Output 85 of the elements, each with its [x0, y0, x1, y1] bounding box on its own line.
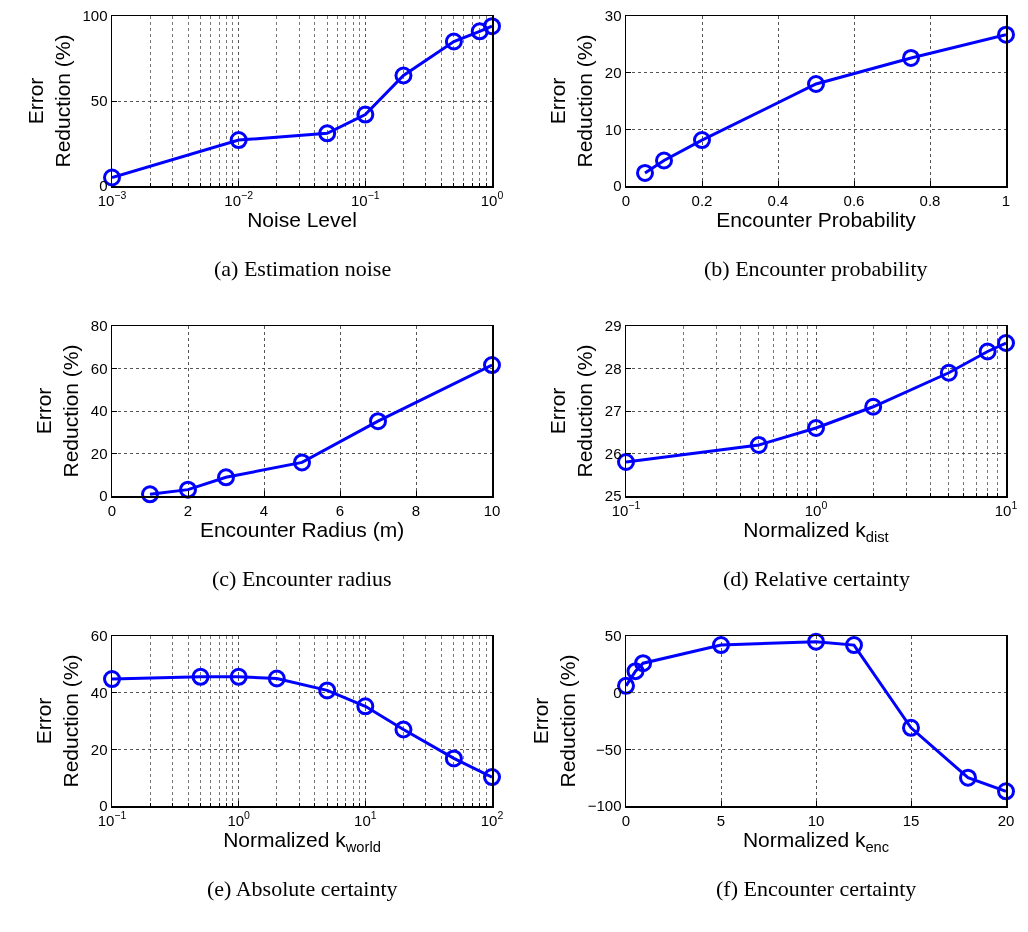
- y-tick-label: 0: [99, 797, 108, 815]
- y-tick-label: 40: [90, 402, 108, 420]
- y-axis-title: Error Reduction (%): [528, 654, 580, 788]
- point: [141, 485, 159, 504]
- y-tick-label: 27: [604, 402, 622, 420]
- y-tick-label: 0: [99, 487, 108, 505]
- point: [626, 662, 645, 681]
- y-tick-label: 28: [604, 359, 622, 377]
- x-tick-label: 4: [259, 501, 269, 519]
- y-tick-label: 100: [82, 7, 108, 25]
- y-tick-label: 20: [90, 444, 108, 462]
- text: (d) Relative certainty: [723, 566, 910, 591]
- point: [634, 654, 653, 673]
- text: (a) Estimation noise: [214, 256, 392, 281]
- x-tick-label: 10$^{−1}$: [350, 189, 380, 209]
- x-tick-label: 10$^{1}$: [994, 499, 1018, 519]
- point: [179, 480, 197, 499]
- y-tick-label: −50: [596, 740, 622, 758]
- x-tick-label: 0.2: [691, 191, 713, 209]
- x-tick-label: 10$^{0}$: [804, 499, 828, 519]
- x-tick-label: 0.8: [919, 191, 941, 209]
- y-axis-title: Error Reduction (%): [545, 34, 597, 168]
- y-tick-label: 10: [604, 120, 622, 138]
- point: [902, 718, 920, 737]
- point: [655, 151, 673, 170]
- y-tick-label: 20: [604, 63, 622, 81]
- point: [636, 163, 654, 182]
- x-tick-label: 0.4: [767, 191, 789, 209]
- y-tick-label: 0: [99, 177, 108, 195]
- x-tick-label: 10$^{0}$: [480, 189, 504, 209]
- x-tick-label: 10$^{2}$: [480, 809, 504, 829]
- y-tick-label: 50: [604, 627, 622, 645]
- x-tick-label: 0.6: [843, 191, 865, 209]
- y-tick-label: 60: [90, 627, 108, 645]
- point: [693, 131, 711, 150]
- y-tick-label: 29: [604, 317, 622, 335]
- x-tick-label: 5: [716, 811, 726, 829]
- y-tick-label: 80: [90, 317, 108, 335]
- point: [217, 468, 235, 487]
- text: (b) Encounter probability: [704, 256, 928, 281]
- point: [997, 782, 1015, 801]
- x-tick-label: 10: [807, 811, 825, 829]
- text: (e) Absolute certainty: [207, 876, 398, 901]
- x-tick-label: 6: [335, 501, 345, 519]
- y-tick-label: 60: [90, 359, 108, 377]
- y-tick-label: 0: [613, 177, 622, 195]
- x-tick-label: 10$^{−2}$: [224, 189, 254, 209]
- x-axis-title: Encounter Probability: [716, 208, 917, 232]
- x-tick-label: 10: [483, 501, 501, 519]
- y-tick-label: 40: [90, 683, 108, 701]
- point: [845, 636, 863, 655]
- x-tick-label: 15: [902, 811, 920, 829]
- y-tick-label: 30: [604, 7, 622, 25]
- x-tick-label: 10$^{0}$: [227, 809, 251, 829]
- point: [483, 356, 501, 375]
- y-tick-label: 26: [604, 444, 622, 462]
- x-axis-title: Normalized k$_{dist}$: [743, 518, 889, 545]
- y-tick-label: 25: [604, 487, 622, 505]
- y-axis-title: Error Reduction (%): [23, 34, 74, 168]
- x-axis-title: Noise Level: [247, 208, 357, 232]
- x-axis-title: Normalized k$_{world}$: [223, 828, 381, 855]
- point: [902, 48, 920, 67]
- point: [712, 636, 730, 655]
- x-axis-title: Normalized k$_{enc}$: [742, 828, 890, 855]
- x-tick-label: 1: [1001, 191, 1011, 209]
- x-tick-label: 20: [997, 811, 1015, 829]
- point: [807, 75, 825, 93]
- y-tick-label: 0: [613, 683, 622, 701]
- text: (f) Encounter certainty: [716, 876, 917, 901]
- text: (c) Encounter radius: [212, 566, 392, 591]
- x-tick-label: 10$^{1}$: [354, 809, 377, 829]
- y-axis-title: Error Reduction (%): [31, 344, 83, 478]
- point: [369, 412, 387, 431]
- point: [959, 768, 977, 787]
- y-tick-label: −100: [587, 797, 622, 815]
- point: [807, 632, 825, 651]
- y-tick-label: 50: [90, 92, 108, 110]
- x-tick-label: 2: [183, 501, 193, 519]
- y-axis-title: Error Reduction (%): [31, 654, 83, 788]
- y-tick-label: 20: [90, 740, 108, 758]
- x-axis-title: Encounter Radius (m): [199, 518, 405, 542]
- point: [997, 25, 1015, 44]
- point: [293, 453, 311, 472]
- x-tick-label: 8: [411, 501, 421, 519]
- y-axis-title: Error Reduction (%): [545, 344, 597, 478]
